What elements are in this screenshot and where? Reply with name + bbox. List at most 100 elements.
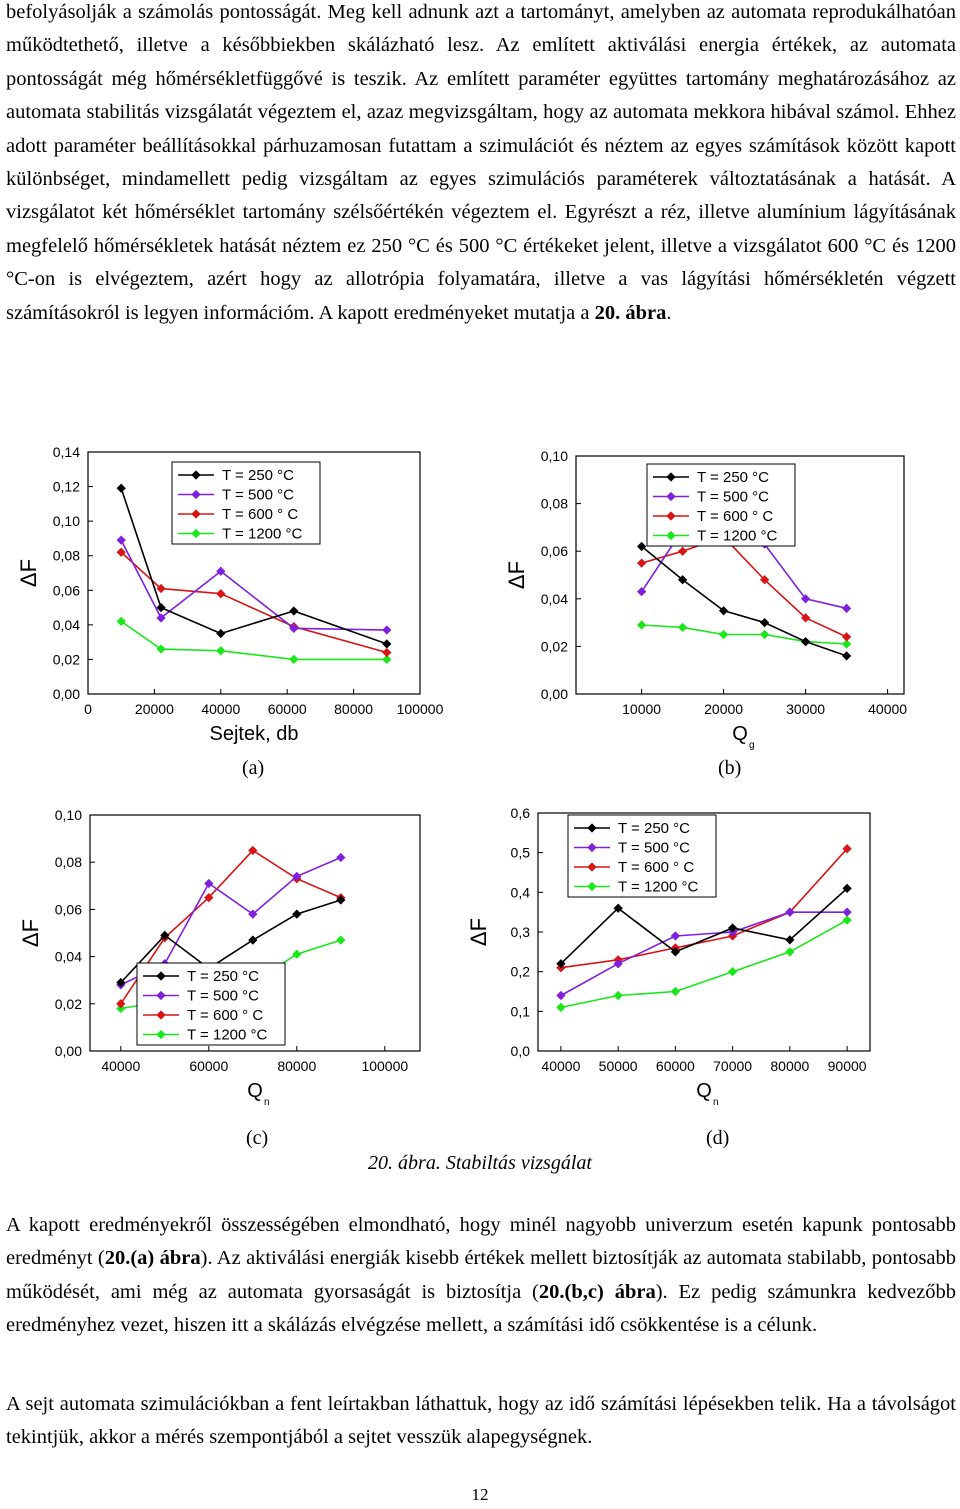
data-point — [204, 878, 214, 889]
x-axis-label: Q — [696, 1080, 712, 1102]
legend-marker — [191, 470, 201, 480]
x-tick-label: 40000 — [201, 701, 240, 717]
paragraph-intro: befolyásolják a számolás pontosságát. Me… — [6, 0, 956, 330]
x-tick-label: 60000 — [189, 1058, 228, 1074]
legend-marker — [666, 491, 676, 502]
chart-d: 0,0 0,1 0,2 0,3 0,4 0,5 0,6 40000 50000 60000 7000… — [466, 805, 871, 1108]
legend-entry: T = 1200 °C — [618, 879, 699, 896]
data-point — [727, 923, 738, 933]
data-point — [216, 589, 226, 599]
data-point — [156, 613, 166, 623]
data-point — [670, 931, 681, 941]
page-number: 12 — [471, 1485, 489, 1504]
data-point — [248, 845, 258, 856]
data-point — [292, 909, 302, 919]
legend-entry: T = 500 °C — [618, 840, 690, 857]
y-tick-label: 0,06 — [53, 582, 80, 598]
y-axis-label: ΔF — [18, 919, 43, 947]
chart-b: 0,00 0,02 0,04 0,06 0,08 0,10 10000 20000 30000 4… — [504, 448, 907, 751]
data-point — [289, 623, 299, 633]
legend-marker — [666, 472, 676, 482]
data-point — [156, 583, 166, 594]
figure-reference: 20. ábra — [594, 301, 667, 324]
y-tick-label: 0,2 — [511, 964, 531, 980]
y-tick-label: 0,02 — [53, 651, 80, 667]
series-line — [560, 887, 848, 965]
series-1 — [636, 541, 852, 661]
subcaption-d: (d) — [706, 1127, 730, 1149]
data-point — [156, 602, 166, 613]
data-point — [718, 606, 729, 616]
data-point — [759, 629, 770, 640]
data-point — [116, 977, 126, 988]
legend-marker — [156, 1010, 166, 1020]
data-point — [116, 547, 126, 557]
y-tick-label: 0,08 — [541, 496, 568, 512]
data-point — [636, 620, 647, 630]
legend-entry: T = 250 °C — [222, 467, 294, 484]
data-point — [216, 628, 226, 639]
x-tick-label: 100000 — [397, 701, 444, 717]
data-point — [216, 566, 226, 576]
y-tick-label: 0,00 — [53, 686, 80, 702]
y-tick-label: 0,14 — [53, 444, 80, 460]
data-point — [718, 629, 729, 640]
x-tick-label: 40000 — [541, 1058, 580, 1074]
data-point — [677, 622, 688, 632]
y-tick-label: 0,04 — [53, 617, 80, 633]
series-line — [560, 911, 848, 997]
data-point — [289, 654, 299, 665]
x-axis-label: Sejtek, db — [210, 723, 299, 745]
y-tick-label: 0,06 — [55, 901, 82, 917]
x-axis-label-subscript: n — [713, 1097, 719, 1108]
legend-entry: T = 500 °C — [187, 988, 259, 1005]
y-tick-label: 0,00 — [55, 1043, 82, 1059]
x-axis-label: Q — [247, 1080, 263, 1102]
legend-entry: T = 600 ° C — [187, 1007, 263, 1024]
paragraph-intro-end: . — [666, 301, 672, 324]
y-tick-label: 0,1 — [511, 1003, 531, 1019]
series-line — [560, 848, 848, 969]
y-tick-label: 0,5 — [511, 845, 531, 861]
data-point — [677, 546, 688, 556]
data-point — [336, 935, 346, 945]
data-point — [800, 613, 811, 623]
legend-marker — [156, 971, 166, 981]
legend-entry: T = 600 ° C — [222, 506, 298, 523]
data-point — [636, 558, 647, 568]
data-point — [116, 999, 126, 1009]
legend-entry: T = 250 °C — [618, 820, 690, 837]
data-point — [841, 651, 852, 661]
x-tick-label: 0 — [84, 701, 92, 717]
series-4 — [116, 616, 392, 665]
y-tick-label: 0,02 — [55, 996, 82, 1012]
data-point — [841, 632, 852, 642]
x-tick-label: 20000 — [135, 701, 174, 717]
y-axis-label: ΔF — [16, 559, 41, 587]
x-tick-label: 100000 — [361, 1058, 408, 1074]
data-point — [842, 907, 852, 917]
data-point — [292, 949, 302, 959]
data-point — [613, 990, 623, 1001]
data-point — [248, 935, 258, 945]
legend-marker — [191, 489, 201, 500]
series-line — [120, 849, 342, 1005]
data-point — [800, 594, 811, 604]
data-point — [636, 587, 647, 597]
x-tick-label: 60000 — [268, 701, 307, 717]
data-point — [336, 852, 346, 863]
data-point — [636, 541, 647, 552]
subcaption-b: (b) — [718, 757, 742, 779]
legend-entry: T = 600 ° C — [618, 859, 694, 876]
legend: T = 250 °C T = 500 °C T = 600 ° C T = 1200 … — [171, 461, 321, 545]
data-point — [759, 575, 770, 585]
subcaption-a: (a) — [242, 757, 265, 779]
subcaption-c: (c) — [246, 1127, 269, 1149]
x-tick-label: 50000 — [599, 1058, 638, 1074]
data-point — [842, 844, 852, 854]
data-point — [842, 915, 852, 925]
legend: T = 250 °C T = 500 °C T = 600 ° C T = 1200 … — [567, 814, 717, 898]
series-4 — [556, 915, 852, 1012]
legend-entry: T = 500 °C — [222, 487, 294, 504]
legend-marker — [191, 509, 201, 519]
